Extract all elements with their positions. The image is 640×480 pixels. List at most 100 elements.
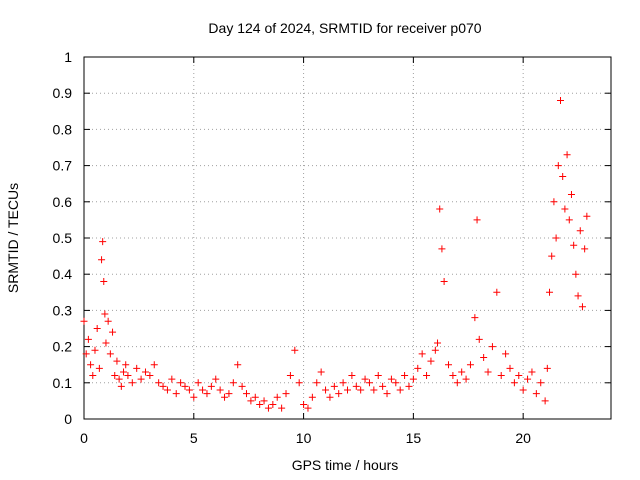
data-point <box>572 270 580 278</box>
data-point <box>194 379 202 387</box>
data-point <box>348 372 356 380</box>
x-tick-label: 15 <box>406 430 422 446</box>
y-tick-label: 0.2 <box>53 339 73 355</box>
data-point <box>256 401 264 409</box>
data-point <box>172 390 180 398</box>
data-point <box>247 397 255 405</box>
data-point <box>570 241 578 249</box>
data-point <box>578 303 586 311</box>
y-tick-label: 0.9 <box>53 85 73 101</box>
data-point <box>480 353 488 361</box>
y-tick-label: 0.1 <box>53 375 73 391</box>
data-point <box>111 372 119 380</box>
data-point <box>251 393 259 401</box>
data-point <box>541 397 549 405</box>
data-point <box>82 350 90 358</box>
data-point <box>405 382 413 390</box>
data-point <box>264 404 272 412</box>
data-point <box>528 368 536 376</box>
data-point <box>493 288 501 296</box>
data-point <box>396 386 404 394</box>
data-point <box>221 393 229 401</box>
data-point <box>109 328 117 336</box>
data-point <box>304 404 312 412</box>
data-point <box>95 364 103 372</box>
data-point <box>374 372 382 380</box>
data-point <box>238 382 246 390</box>
data-point <box>229 379 237 387</box>
data-point <box>427 357 435 365</box>
data-point <box>207 382 215 390</box>
data-point <box>436 205 444 213</box>
data-point <box>181 382 189 390</box>
y-tick-label: 0.3 <box>53 302 73 318</box>
data-point <box>278 404 286 412</box>
data-point <box>326 393 334 401</box>
data-point <box>401 372 409 380</box>
data-point <box>466 361 474 369</box>
x-tick-label: 0 <box>80 430 88 446</box>
data-point <box>414 364 422 372</box>
data-point <box>462 375 470 383</box>
data-point <box>117 382 125 390</box>
data-point <box>510 379 518 387</box>
data-point <box>418 350 426 358</box>
x-tick-label: 5 <box>190 430 198 446</box>
data-point <box>80 317 88 325</box>
data-point <box>431 346 439 354</box>
y-tick-label: 0.6 <box>53 194 73 210</box>
data-point <box>554 162 562 170</box>
data-point <box>133 364 141 372</box>
data-point <box>177 379 185 387</box>
data-point <box>242 390 250 398</box>
y-tick-label: 0.8 <box>53 121 73 137</box>
data-point <box>291 346 299 354</box>
data-point <box>548 252 556 260</box>
data-point <box>120 368 128 376</box>
data-point <box>282 390 290 398</box>
data-point <box>473 216 481 224</box>
data-point <box>313 379 321 387</box>
data-point <box>137 375 145 383</box>
data-point <box>128 379 136 387</box>
data-point <box>146 372 154 380</box>
data-point <box>475 335 483 343</box>
data-point <box>124 372 132 380</box>
data-point <box>506 364 514 372</box>
data-point <box>434 339 442 347</box>
data-point <box>190 393 198 401</box>
data-point <box>370 386 378 394</box>
data-point <box>543 364 551 372</box>
data-point <box>322 386 330 394</box>
data-point <box>141 368 149 376</box>
data-point <box>163 386 171 394</box>
data-point <box>308 393 316 401</box>
data-point <box>100 277 108 285</box>
data-point <box>453 379 461 387</box>
data-point <box>497 372 505 380</box>
data-point <box>115 375 123 383</box>
data-point <box>445 361 453 369</box>
data-point <box>458 368 466 376</box>
data-point <box>559 172 567 180</box>
data-point <box>122 361 130 369</box>
y-tick-label: 0 <box>64 411 72 427</box>
data-point <box>84 335 92 343</box>
data-point <box>93 325 101 332</box>
data-point <box>104 317 112 325</box>
tick-marks <box>83 56 611 420</box>
data-point <box>471 314 479 322</box>
data-point <box>438 245 446 253</box>
x-axis-label: GPS time / hours <box>292 457 399 473</box>
data-point <box>567 191 575 199</box>
data-point <box>423 372 431 380</box>
data-point <box>583 212 591 220</box>
data-point <box>101 310 109 318</box>
data-point <box>552 234 560 242</box>
data-point <box>565 216 573 224</box>
data-point <box>352 382 360 390</box>
data-point <box>576 227 584 235</box>
data-point <box>392 379 400 387</box>
y-tick-label: 1 <box>64 49 72 65</box>
data-point <box>300 401 308 409</box>
